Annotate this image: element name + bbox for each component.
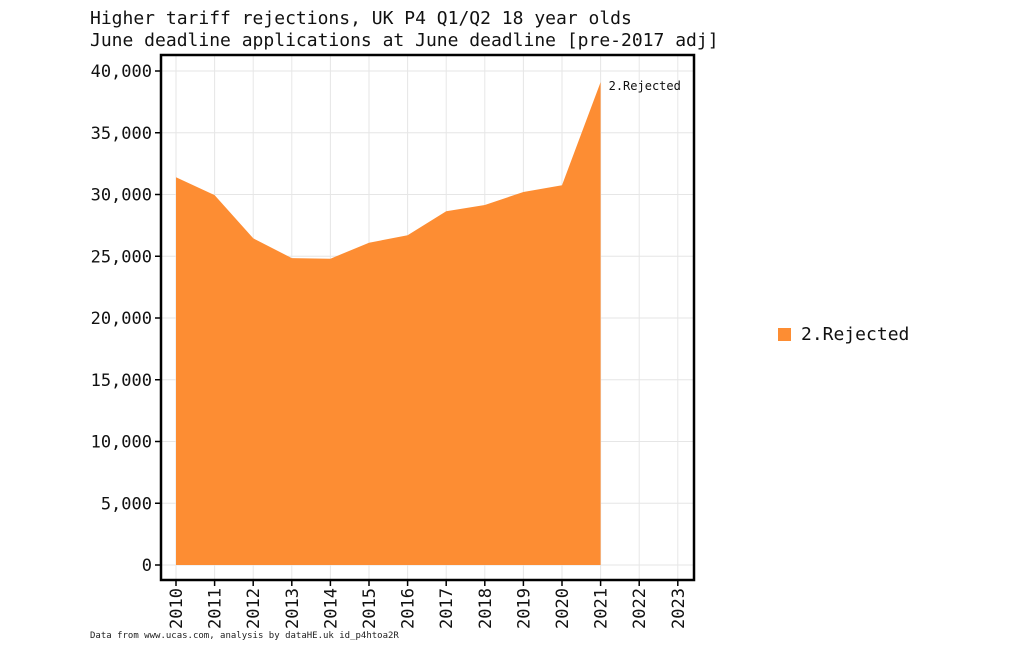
x-tick-label: 2016: [399, 588, 419, 629]
y-tick-label: 30,000: [91, 186, 152, 206]
x-tick-label: 2022: [630, 588, 650, 629]
annotation-layer: 2.Rejected: [609, 79, 681, 93]
x-axis: 2010 2011 2012 2013 2014 2015 2016 2017 2018 2019…: [167, 580, 689, 629]
x-tick-label: 2011: [206, 588, 226, 629]
x-tick-label: 2021: [592, 588, 612, 629]
x-tick-label: 2012: [244, 588, 264, 629]
y-tick-label: 5,000: [101, 494, 152, 514]
source-note: Data from www.ucas.com, analysis by data…: [90, 631, 399, 641]
x-tick-label: 2013: [283, 588, 303, 629]
series-area-rejected: [176, 82, 601, 565]
x-tick-label: 2017: [437, 588, 457, 629]
y-tick-label: 35,000: [91, 124, 152, 144]
legend-label: 2.Rejected: [801, 324, 910, 345]
x-tick-label: 2018: [476, 588, 496, 629]
chart-title-block: Higher tariff rejections, UK P4 Q1/Q2 18…: [90, 8, 719, 52]
x-tick-label: 2019: [514, 588, 534, 629]
y-tick-label: 25,000: [91, 247, 152, 267]
y-tick-label: 40,000: [91, 62, 152, 82]
y-tick-label: 15,000: [91, 371, 152, 391]
x-tick-label: 2015: [360, 588, 380, 629]
y-tick-label: 20,000: [91, 309, 152, 329]
x-tick-label: 2023: [669, 588, 689, 629]
legend-swatch: [778, 328, 791, 341]
area-layer: [176, 82, 601, 565]
legend: 2.Rejected: [778, 324, 909, 345]
x-tick-label: 2010: [167, 588, 187, 629]
chart-subtitle: June deadline applications at June deadl…: [90, 30, 719, 51]
x-tick-label: 2020: [553, 588, 573, 629]
y-axis: 0 5,000 10,000 15,000 20,000 25,000 30,000 35,0…: [91, 62, 161, 576]
series-end-label: 2.Rejected: [609, 79, 681, 93]
chart-title: Higher tariff rejections, UK P4 Q1/Q2 18…: [90, 8, 632, 29]
x-tick-label: 2014: [321, 588, 341, 629]
y-tick-label: 10,000: [91, 433, 152, 453]
y-tick-label: 0: [142, 556, 152, 576]
